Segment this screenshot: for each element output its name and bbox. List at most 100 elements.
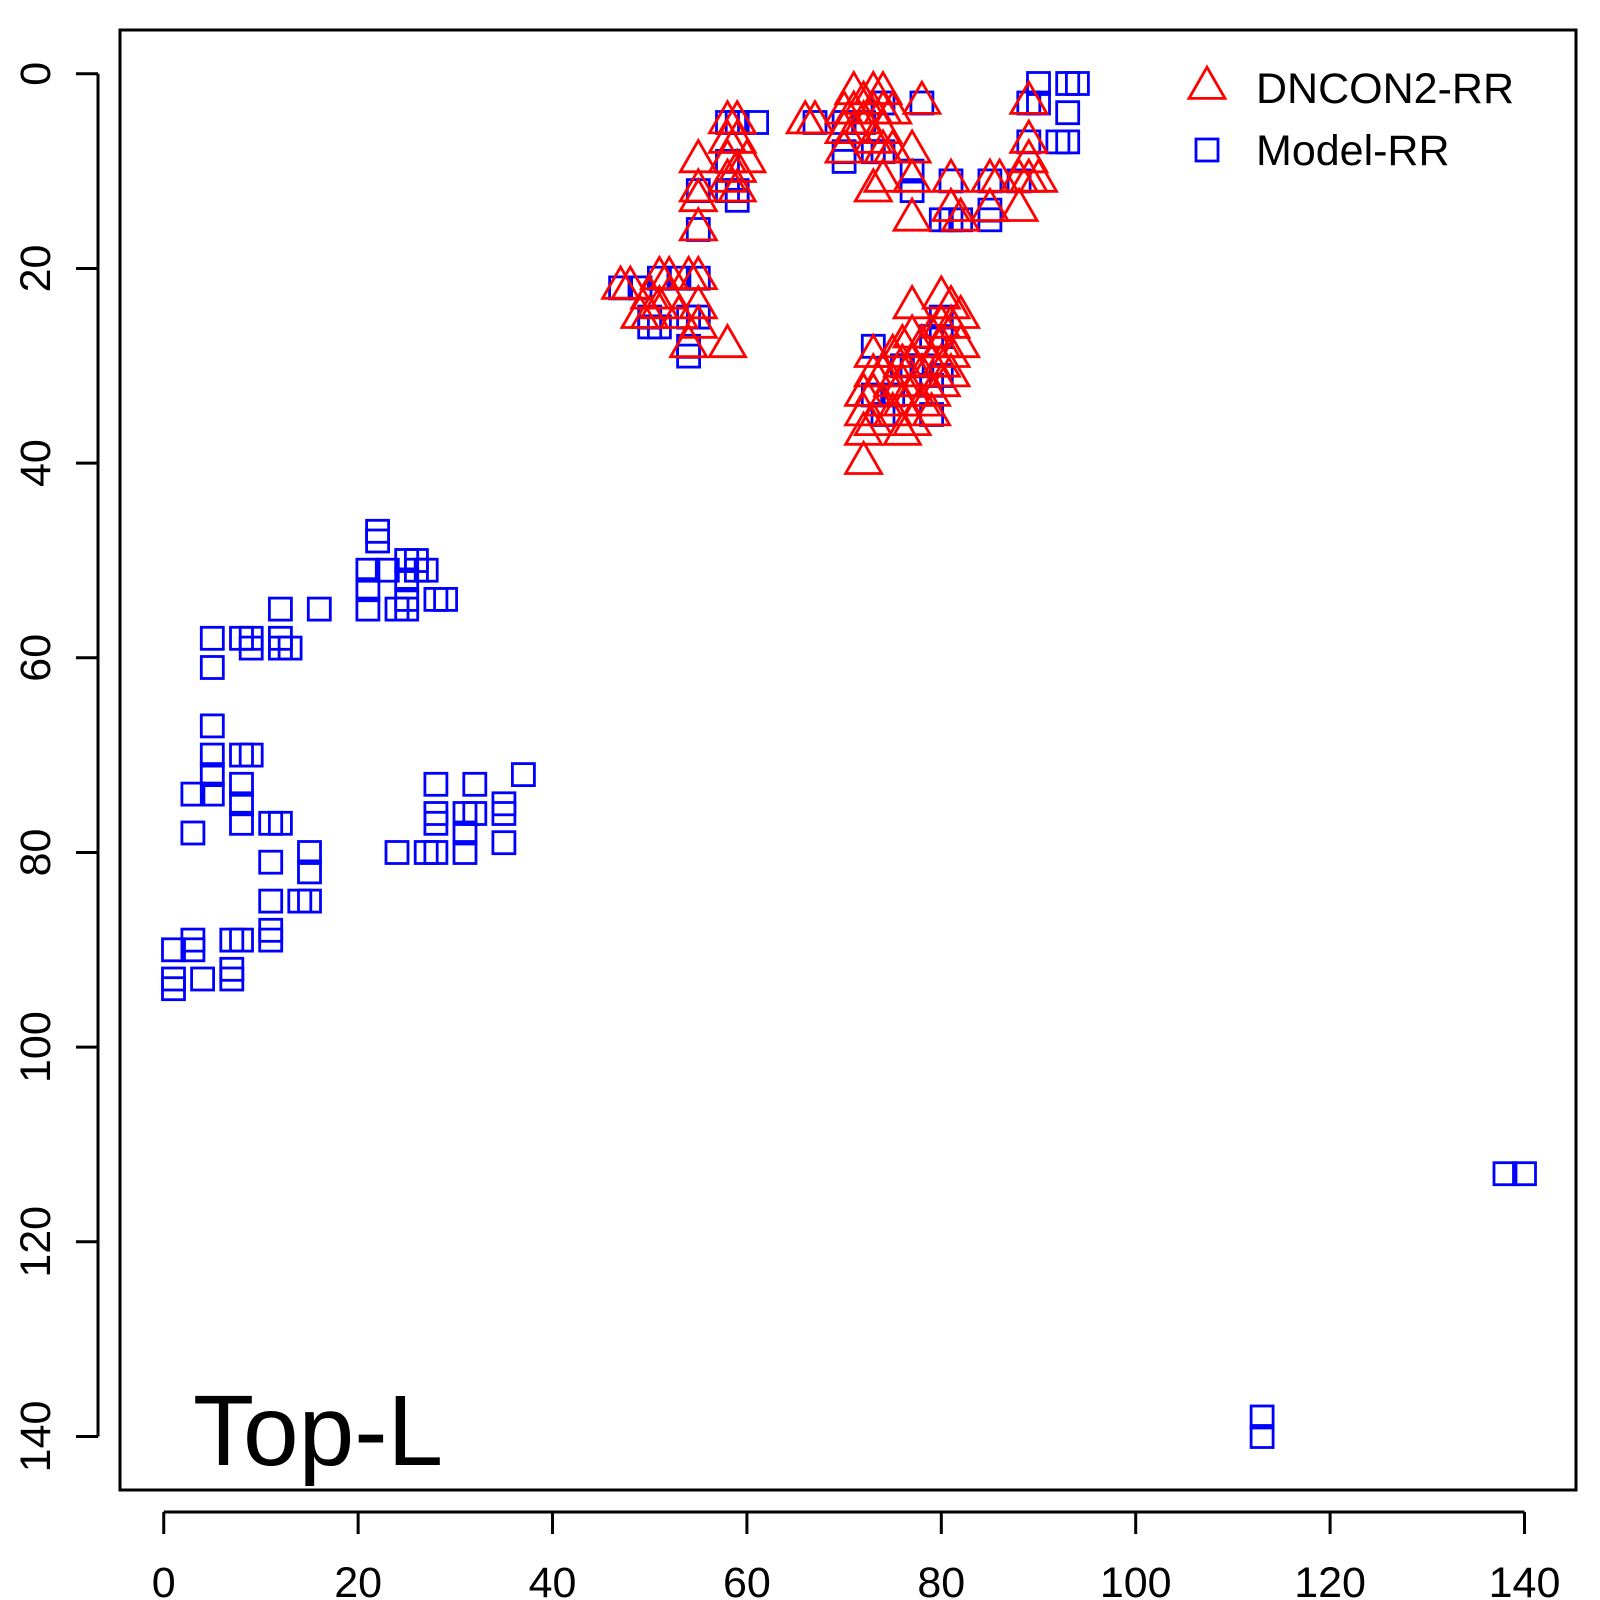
triangle-point	[629, 293, 671, 329]
triangle-point	[609, 264, 651, 300]
triangle-point	[843, 98, 885, 135]
y-tick-label: 140	[12, 1401, 60, 1473]
y-tick-label: 100	[12, 1011, 60, 1083]
square-point	[1492, 1161, 1518, 1187]
square-point	[462, 771, 488, 797]
triangle-point	[1018, 157, 1059, 193]
triangle-point	[940, 196, 982, 232]
triangle-point	[1008, 118, 1050, 154]
square-point	[199, 781, 225, 807]
triangle-point	[677, 283, 719, 320]
square-point	[1249, 1404, 1275, 1430]
square-point	[355, 577, 381, 603]
triangle-point	[862, 157, 904, 193]
x-tick-label: 120	[1294, 1559, 1366, 1600]
triangle-point	[716, 98, 758, 135]
triangle-point	[677, 166, 719, 203]
square-point	[199, 762, 225, 787]
triangle-point	[843, 79, 885, 115]
square-point	[452, 840, 478, 865]
triangle-point	[911, 371, 953, 407]
triangle-point	[823, 128, 865, 164]
x-tick-label: 100	[1100, 1559, 1172, 1600]
square-point	[258, 888, 284, 914]
triangle-point	[852, 166, 894, 203]
legend-square-marker	[1194, 137, 1220, 163]
triangle-point	[901, 381, 943, 417]
triangle-point	[930, 283, 972, 320]
square-point	[258, 927, 284, 953]
triangle-point	[1008, 79, 1050, 115]
square-point	[394, 596, 420, 622]
x-tick-label: 80	[917, 1559, 965, 1600]
x-tick-label: 60	[723, 1559, 771, 1600]
square-point	[511, 762, 536, 787]
legend-triangle-marker	[1186, 64, 1228, 100]
triangle-point	[707, 157, 748, 193]
triangle-point	[833, 108, 875, 145]
chart-annotation: Top-L	[193, 1375, 443, 1487]
triangle-point	[1008, 137, 1050, 174]
triangle-point	[677, 205, 719, 242]
triangle-point	[852, 118, 894, 154]
triangle-point	[920, 342, 962, 378]
square-point	[297, 859, 322, 885]
triangle-point	[872, 390, 914, 427]
triangle-point	[891, 157, 933, 193]
triangle-point	[668, 322, 710, 359]
triangle-point	[901, 79, 943, 115]
triangle-point	[911, 390, 953, 427]
square-point	[161, 976, 186, 1002]
square-point	[229, 771, 254, 797]
square-point	[384, 840, 410, 865]
square-point	[238, 742, 264, 768]
square-point	[229, 927, 254, 953]
square-point	[297, 888, 322, 914]
square-point	[1249, 1424, 1275, 1449]
square-point	[180, 937, 206, 963]
triangle-point	[881, 361, 923, 398]
square-point	[180, 820, 206, 846]
x-tick-label: 40	[529, 1559, 577, 1600]
triangle-point	[930, 332, 972, 368]
square-point	[199, 625, 225, 651]
x-tick-label: 140	[1489, 1559, 1561, 1600]
square-point	[199, 742, 225, 768]
x-tick-label: 0	[152, 1559, 176, 1600]
square-point	[229, 791, 254, 817]
triangle-point	[658, 293, 700, 329]
y-axis: 0 20 40 60 80 100 120 140	[12, 62, 100, 1473]
square-point	[229, 810, 254, 836]
square-point	[491, 801, 517, 826]
triangle-point	[862, 108, 904, 145]
triangle-point	[862, 69, 904, 106]
triangle-point	[707, 322, 748, 359]
triangle-point	[794, 98, 836, 135]
triangle-point	[872, 89, 914, 125]
square-point	[355, 596, 381, 622]
triangle-point	[648, 274, 690, 310]
square-point	[267, 596, 293, 622]
square-point	[277, 635, 303, 661]
y-tick-label: 120	[12, 1206, 60, 1278]
legend: DNCON2-RR Model-RR	[1186, 64, 1514, 175]
triangle-point	[891, 196, 933, 232]
square-point	[423, 810, 449, 836]
square-point	[365, 528, 391, 554]
y-tick-label: 60	[12, 634, 60, 682]
square-point	[180, 781, 206, 807]
square-point	[238, 635, 264, 661]
square-point	[423, 771, 449, 797]
triangle-point	[726, 137, 768, 174]
y-tick-label: 20	[12, 245, 60, 293]
triangle-point	[891, 400, 933, 437]
triangle-point	[998, 186, 1040, 222]
series-dncon2-rr	[600, 69, 1059, 475]
square-point	[199, 655, 225, 680]
square-point	[219, 966, 245, 992]
triangle-point	[881, 410, 923, 446]
triangle-point	[677, 303, 719, 339]
square-point	[258, 849, 284, 875]
square-point	[433, 587, 459, 612]
square-point	[355, 557, 381, 583]
